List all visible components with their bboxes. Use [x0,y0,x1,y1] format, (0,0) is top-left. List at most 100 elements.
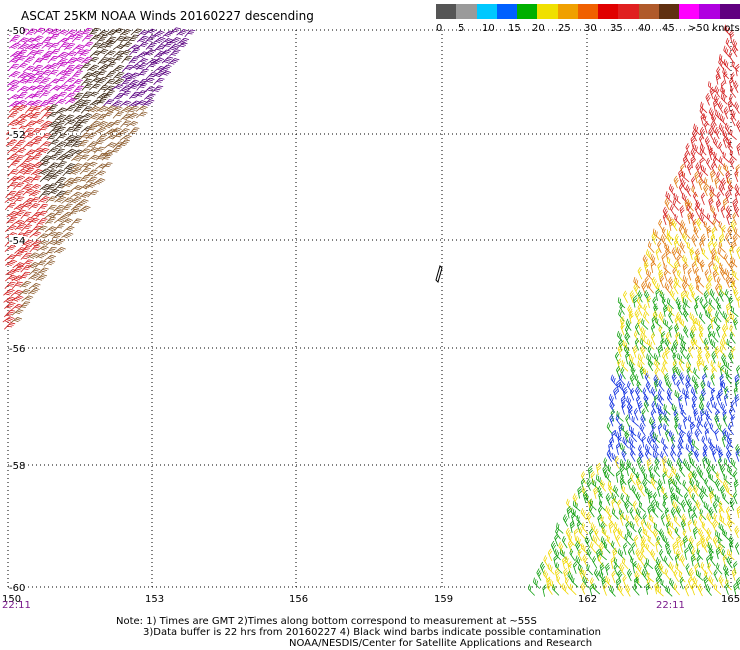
wind-barb [713,263,720,276]
wind-barb [699,149,706,162]
wind-barb [10,289,23,297]
wind-barb [678,183,684,196]
wind-barb [118,128,130,135]
wind-barb [730,276,737,289]
wind-barb [661,226,668,240]
wind-barb [27,217,40,225]
wind-barb [70,218,82,226]
wind-barb [696,465,702,478]
wind-barb [21,183,33,191]
wind-barb [69,196,82,204]
wind-barb [630,449,636,462]
wind-barb [15,113,28,121]
wind-barb [700,233,706,247]
wind-barb [687,199,694,212]
wind-barb [72,44,85,52]
wind-barb [692,128,698,142]
wind-barb [702,456,707,469]
wind-barb [653,465,661,478]
wind-barb [714,494,723,506]
wind-barb [22,188,34,196]
wind-barb [596,474,604,486]
wind-barb [660,513,665,526]
wind-barb [5,274,17,282]
wind-barb [675,562,683,574]
wind-barb [664,197,670,211]
wind-barb [22,197,35,205]
wind-barb [79,174,91,183]
wind-barb [703,302,708,315]
wind-barb [700,534,706,548]
wind-barb [72,30,84,38]
wind-barb [668,325,673,338]
wind-barb [78,154,90,162]
wind-barb [85,161,98,168]
wind-barb [22,217,35,225]
wind-barb [632,295,638,308]
wind-barb [88,112,101,120]
wind-barb [667,458,674,471]
wind-barb [727,519,733,532]
wind-barb [709,554,716,567]
wind-barb [96,42,109,50]
wind-barb [90,42,102,50]
wind-barb [608,393,615,406]
wind-barb [723,163,731,175]
wind-barb [670,507,676,520]
wind-barb [640,326,648,339]
wind-barb [729,129,737,141]
wind-barb [727,513,735,525]
wind-barb [70,140,83,148]
wind-barb [659,528,665,541]
wind-barb [13,182,25,190]
wind-barb [559,548,568,560]
wind-barb [586,563,593,576]
wind-barb [78,205,91,213]
wind-barb [23,65,35,73]
wind-barb [613,386,619,400]
wind-barb [690,386,698,399]
wind-barb [707,304,713,318]
lon-label-156: 156 [289,594,309,605]
wind-barb [136,83,148,91]
wind-barb [714,428,720,442]
wind-barb [662,471,667,484]
wind-barb [121,77,133,86]
wind-barb [3,296,16,303]
wind-barb [638,526,643,540]
wind-barb [661,253,666,266]
wind-barb [616,330,624,343]
wind-barb [48,28,61,35]
wind-barb [24,43,37,50]
wind-barb [733,491,738,505]
wind-barb [641,435,647,448]
wind-barb [720,177,727,191]
wind-barb [705,413,711,427]
wind-barb [734,101,740,114]
wind-barb [567,561,573,574]
wind-barb [104,78,116,87]
wind-barb [49,49,61,57]
wind-barb [730,113,736,127]
wind-barb [4,254,17,261]
wind-barb [673,569,679,583]
wind-barb [736,142,740,156]
wind-barb [630,556,638,568]
wind-barb [708,546,714,560]
wind-barb [714,414,720,427]
wind-barb [736,246,740,260]
wind-barb [687,506,693,519]
wind-barb [607,465,615,477]
wind-barb [717,388,723,402]
wind-barb [657,240,662,254]
wind-barb [672,541,678,554]
wind-barb [712,449,717,462]
wind-barb [699,239,704,253]
wind-barb [725,170,731,184]
wind-barb [687,519,693,532]
wind-barb [8,100,21,108]
wind-barb [45,239,58,246]
wind-barb [644,449,651,462]
wind-barb [654,581,660,595]
wind-barb [680,178,687,191]
